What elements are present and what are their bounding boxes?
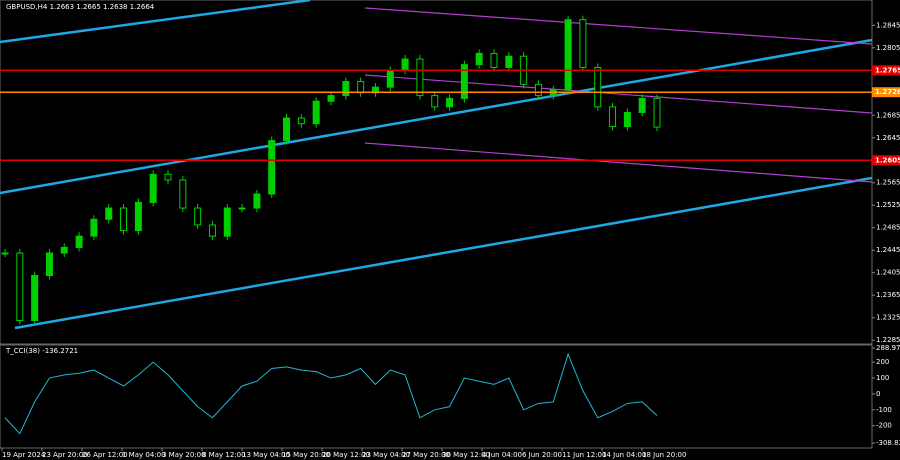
candle-body xyxy=(134,201,142,232)
candle-body xyxy=(490,52,498,68)
level-label: 1.2726 xyxy=(875,88,900,96)
x-tick-label: 18 Jun 20:00 xyxy=(642,451,686,459)
y-tick-label: 1.2805 xyxy=(876,44,900,52)
y-tick-label: 200 xyxy=(876,358,889,366)
candle-body xyxy=(594,66,602,108)
candle-body xyxy=(638,97,646,113)
candle-body xyxy=(253,193,261,209)
channel-line xyxy=(364,74,873,114)
candle-body xyxy=(357,81,365,94)
x-tick-label: 11 Jun 12:00 xyxy=(562,451,606,459)
trend-line xyxy=(0,38,873,195)
y-tick-label: 1.2485 xyxy=(876,224,900,232)
candle-body xyxy=(431,95,439,108)
candle-body xyxy=(208,224,216,237)
y-tick-label: 1.2565 xyxy=(876,179,900,187)
candle-body xyxy=(653,97,661,128)
y-tick-label: 1.2525 xyxy=(876,201,900,209)
y-tick-label: 288.9767 xyxy=(876,344,900,352)
x-tick-label: 30 May 12:00 xyxy=(442,451,490,459)
candle-body xyxy=(268,140,276,195)
indicator-pane xyxy=(0,344,873,449)
level-label: 1.2765 xyxy=(875,66,900,74)
y-tick-label: 1.2405 xyxy=(876,269,900,277)
y-tick-label: 1.2685 xyxy=(876,111,900,119)
x-tick-label: 23 Apr 20:00 xyxy=(42,451,88,459)
channel xyxy=(364,7,873,183)
indicator-line xyxy=(4,352,658,435)
candle-body xyxy=(179,179,187,209)
candle-body xyxy=(401,58,409,71)
candle-body xyxy=(223,207,231,237)
x-tick-label: 13 May 04:00 xyxy=(242,451,290,459)
y-tick-label: 1.2645 xyxy=(876,134,900,142)
level-tag xyxy=(872,87,900,98)
y-tick-label: -308.8227 xyxy=(876,439,900,447)
level-tag xyxy=(872,65,900,76)
trend-line xyxy=(14,176,873,330)
y-tick-label: 1.2325 xyxy=(876,314,900,322)
y-tick-label: 1.2445 xyxy=(876,246,900,254)
candle-body xyxy=(534,83,542,97)
candle-body xyxy=(283,117,291,142)
candle-body xyxy=(1,252,9,255)
symbol-header: GBPUSD,H4 1.2663 1.2665 1.2638 1.2664 xyxy=(6,3,155,11)
y-tick-label: 1.2285 xyxy=(876,336,900,344)
x-tick-label: 19 Apr 2024 xyxy=(2,451,46,459)
candle-body xyxy=(105,207,113,220)
candle-body xyxy=(45,252,53,277)
candle-body xyxy=(475,52,483,66)
level-tag xyxy=(872,155,900,166)
candle-body xyxy=(327,95,335,102)
candle-body xyxy=(194,207,202,226)
candle-body xyxy=(342,81,350,97)
level-label: 1.2605 xyxy=(875,156,900,164)
x-tick-label: 6 Jun 20:00 xyxy=(522,451,562,459)
x-tick-label: 8 May 12:00 xyxy=(202,451,246,459)
x-tick-label: 26 Apr 12:00 xyxy=(82,451,128,459)
candle-body xyxy=(579,19,587,68)
y-tick-label: 1.2845 xyxy=(876,21,900,29)
candle-body xyxy=(564,19,572,91)
trend-lines xyxy=(0,0,873,330)
candle-body xyxy=(238,207,246,210)
x-tick-label: 15 May 20:00 xyxy=(282,451,330,459)
y-tick-label: -100 xyxy=(876,406,892,414)
y-tick-label: 0 xyxy=(876,390,880,398)
channel-line xyxy=(364,142,873,183)
trend-line xyxy=(0,0,311,44)
candle-body xyxy=(164,173,172,181)
candle-body xyxy=(460,64,468,99)
candle-body xyxy=(312,100,320,125)
x-tick-label: 27 May 20:00 xyxy=(402,451,450,459)
candle-body xyxy=(505,55,513,68)
candle-body xyxy=(60,246,68,254)
candle-body xyxy=(609,106,617,128)
y-tick-label: 100 xyxy=(876,374,889,382)
candle-body xyxy=(120,207,128,232)
x-tick-label: 1 May 04:00 xyxy=(122,451,166,459)
x-tick-label: 23 May 04:00 xyxy=(362,451,410,459)
x-tick-label: 3 May 20:00 xyxy=(162,451,206,459)
candle-body xyxy=(31,275,39,322)
candle-body xyxy=(297,117,305,125)
x-tick-label: 14 Jun 04:00 xyxy=(602,451,646,459)
candle-body xyxy=(16,252,24,322)
x-tick-label: 4 Jun 04:00 xyxy=(482,451,522,459)
price-pane xyxy=(0,0,873,345)
candle-body xyxy=(416,58,424,97)
candle-body xyxy=(75,235,83,248)
candle-body xyxy=(90,218,98,237)
y-tick-label: -200 xyxy=(876,422,892,430)
candle-body xyxy=(623,111,631,128)
candle-body xyxy=(386,69,394,88)
indicator-header: T_CCI(38) -136.2721 xyxy=(5,347,78,355)
candle-body xyxy=(149,173,157,203)
channel-line xyxy=(364,7,873,45)
x-tick-label: 20 May 12:00 xyxy=(322,451,370,459)
y-tick-label: 1.2365 xyxy=(876,291,900,299)
candle-body xyxy=(446,97,454,108)
